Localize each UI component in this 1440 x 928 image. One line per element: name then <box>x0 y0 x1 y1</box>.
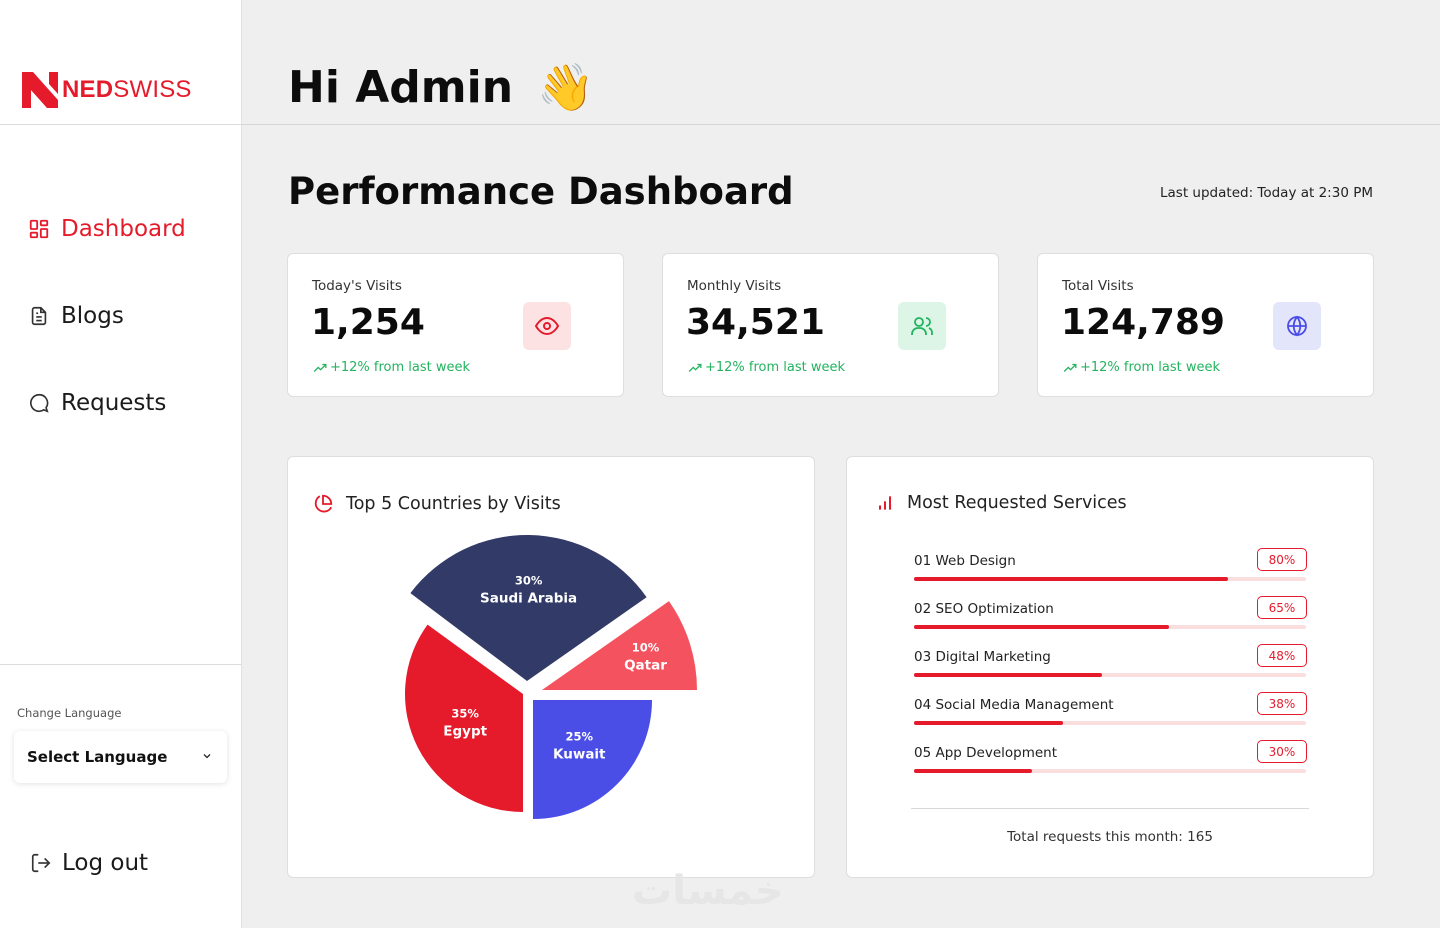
service-item-app-development: 05 App Development 30% <box>914 740 1308 785</box>
stat-card-total: Total Visits 124,789 +12% from last week <box>1037 253 1374 397</box>
stat-change: +12% from last week <box>687 360 845 375</box>
document-icon <box>28 305 50 327</box>
service-progress-track <box>914 625 1306 629</box>
pie-slice-saudi-arabia[interactable] <box>410 535 647 681</box>
sidebar: NEDSWISS Dashboard Blogs Requests Change… <box>0 0 242 928</box>
greeting-text: Hi Admin <box>288 62 514 113</box>
sidebar-item-blogs[interactable]: Blogs <box>28 303 124 329</box>
pie-chart-icon <box>314 494 333 513</box>
sidebar-item-label: Requests <box>61 390 167 416</box>
service-percent-badge: 48% <box>1257 644 1307 667</box>
service-percent-badge: 38% <box>1257 692 1307 715</box>
trending-up-icon <box>1063 363 1077 372</box>
stat-value: 1,254 <box>311 302 425 343</box>
service-item-digital-marketing: 03 Digital Marketing 48% <box>914 644 1308 689</box>
language-select-value: Select Language <box>27 748 168 766</box>
service-percent-badge: 30% <box>1257 740 1307 763</box>
pie-slice-qatar[interactable] <box>542 601 697 690</box>
sidebar-item-label: Blogs <box>61 303 124 329</box>
trending-up-icon <box>313 363 327 372</box>
users-icon <box>898 302 946 350</box>
pie-slice-egypt[interactable] <box>405 624 523 812</box>
pie-slice-percent-label: 10% <box>632 640 660 654</box>
pie-slice-kuwait[interactable] <box>533 700 652 819</box>
service-progress-fill <box>914 577 1228 581</box>
pie-slice-country-label: Qatar <box>624 657 667 673</box>
service-progress-track <box>914 673 1306 677</box>
pie-slice-percent-label: 30% <box>515 573 543 587</box>
stat-value: 124,789 <box>1061 302 1225 343</box>
services-panel: Most Requested Services 01 Web Design 80… <box>846 456 1374 878</box>
service-percent-badge: 65% <box>1257 596 1307 619</box>
sidebar-item-dashboard[interactable]: Dashboard <box>28 216 186 242</box>
trending-up-icon <box>688 363 702 372</box>
stat-change: +12% from last week <box>1062 360 1220 375</box>
service-label: 05 App Development <box>914 745 1058 761</box>
stat-card-today: Today's Visits 1,254 +12% from last week <box>287 253 624 397</box>
services-panel-title: Most Requested Services <box>875 493 1127 513</box>
service-item-web-design: 01 Web Design 80% <box>914 548 1308 593</box>
pie-slice-percent-label: 35% <box>451 706 479 720</box>
bar-chart-icon <box>879 496 891 510</box>
sidebar-item-label: Dashboard <box>61 216 186 242</box>
services-divider <box>911 808 1309 809</box>
logout-button[interactable]: Log out <box>30 850 148 876</box>
service-progress-fill <box>914 769 1032 773</box>
service-progress-fill <box>914 673 1103 677</box>
service-label: 03 Digital Marketing <box>914 649 1051 665</box>
chat-bubble-icon <box>28 392 50 414</box>
watermark: خمسات <box>632 868 784 914</box>
service-item-social-media: 04 Social Media Management 38% <box>914 692 1308 737</box>
stat-label: Total Visits <box>1062 278 1134 294</box>
greeting: Hi Admin 👋 <box>288 60 594 115</box>
globe-icon <box>1273 302 1321 350</box>
language-label: Change Language <box>17 706 122 720</box>
dashboard-grid-icon <box>28 218 50 240</box>
stat-label: Today's Visits <box>312 278 402 294</box>
waving-hand-icon: 👋 <box>537 60 595 114</box>
brand-logo[interactable]: NEDSWISS <box>22 72 192 108</box>
countries-panel: Top 5 Countries by Visits 30% Saudi Arabi… <box>287 456 815 878</box>
service-progress-track <box>914 721 1306 725</box>
stat-card-monthly: Monthly Visits 34,521 +12% from last wee… <box>662 253 999 397</box>
sidebar-top-divider <box>0 124 242 125</box>
page-title: Performance Dashboard <box>288 170 794 213</box>
services-total: Total requests this month: 165 <box>1007 829 1213 845</box>
countries-panel-title: Top 5 Countries by Visits <box>312 493 561 515</box>
logout-icon <box>30 852 52 874</box>
pie-slice-country-label: Saudi Arabia <box>480 590 577 606</box>
header-divider <box>242 124 1440 125</box>
service-percent-badge: 80% <box>1257 548 1307 571</box>
brand-name: NEDSWISS <box>62 76 192 103</box>
language-select[interactable]: Select Language <box>14 731 227 783</box>
service-progress-track <box>914 769 1306 773</box>
service-progress-fill <box>914 721 1063 725</box>
last-updated: Last updated: Today at 2:30 PM <box>1160 185 1373 201</box>
service-progress-track <box>914 577 1306 581</box>
stat-label: Monthly Visits <box>687 278 782 294</box>
sidebar-item-requests[interactable]: Requests <box>28 390 166 416</box>
eye-icon <box>523 302 571 350</box>
pie-slice-country-label: Egypt <box>443 723 487 739</box>
service-item-seo: 02 SEO Optimization 65% <box>914 596 1308 641</box>
service-progress-fill <box>914 625 1169 629</box>
service-label: 04 Social Media Management <box>914 697 1114 713</box>
service-label: 01 Web Design <box>914 553 1016 569</box>
logout-label: Log out <box>62 850 149 876</box>
countries-pie-chart: 30% Saudi Arabia 10% Qatar 25% Kuwait 35% Egypt <box>405 535 697 819</box>
pie-slice-percent-label: 25% <box>566 729 594 743</box>
stat-value: 34,521 <box>686 302 825 343</box>
chevron-down-icon <box>201 748 213 766</box>
service-label: 02 SEO Optimization <box>914 601 1054 617</box>
sidebar-bottom-divider <box>0 664 242 665</box>
brand-logo-icon <box>22 72 58 108</box>
pie-slice-country-label: Kuwait <box>553 746 606 762</box>
stat-change: +12% from last week <box>312 360 470 375</box>
